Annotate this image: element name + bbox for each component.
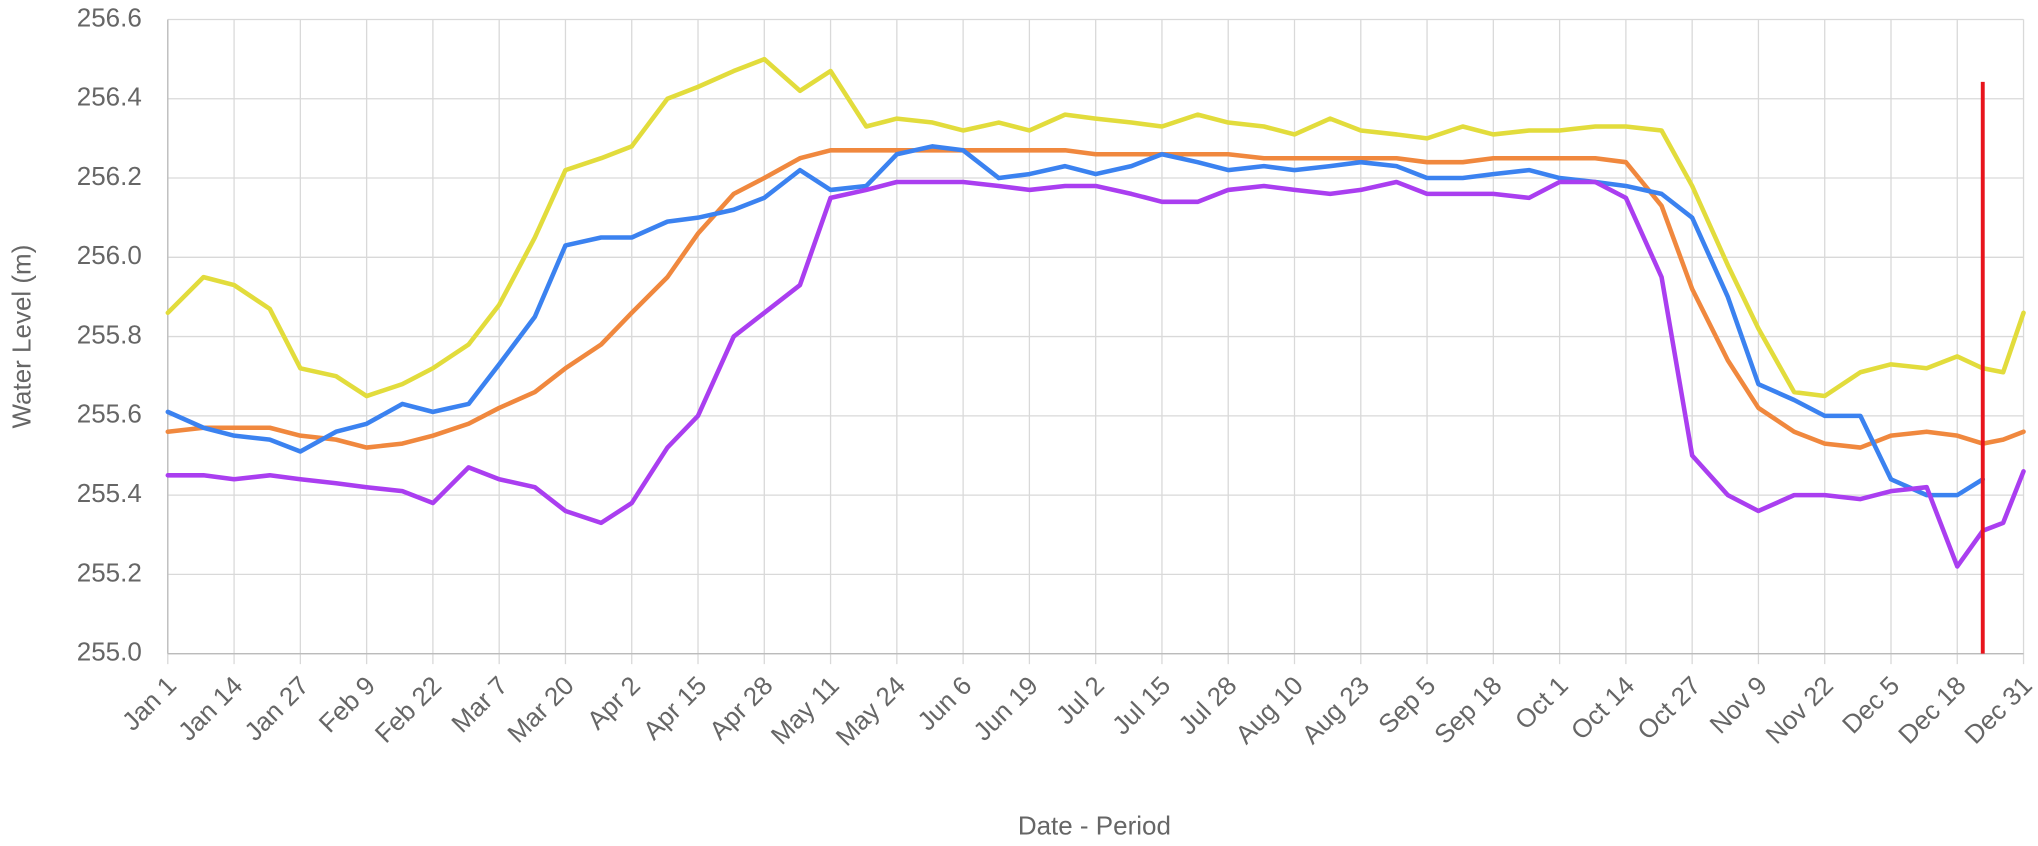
x-tick-label: Jan 27 [238, 670, 314, 746]
series-line [165, 179, 2026, 569]
x-tick-label: Dec 31 [1958, 670, 2037, 749]
x-tick-label: Sep 18 [1428, 670, 1507, 749]
x-tick-label: Jun 19 [967, 670, 1043, 746]
y-tick-label: 255.2 [77, 557, 142, 587]
y-tick-label: 256.2 [77, 161, 142, 191]
x-tick-label: Jan 14 [172, 670, 248, 746]
x-tick-label: Aug 10 [1229, 670, 1308, 749]
x-tick-label: May 11 [765, 670, 845, 750]
x-tick-label: Jul 15 [1106, 670, 1176, 740]
x-tick-label: Apr 15 [637, 670, 712, 745]
series-line [165, 56, 2026, 399]
x-tick-label: Apr 28 [703, 670, 778, 745]
y-axis-title: Water Level (m) [6, 245, 36, 429]
x-tick-label: Feb 22 [369, 670, 447, 748]
x-tick-label: Mar 20 [501, 670, 579, 748]
x-tick-label: Oct 14 [1565, 670, 1640, 745]
x-tick-label: Nov 22 [1760, 670, 1839, 749]
series-line [165, 144, 1986, 498]
y-tick-label: 255.4 [77, 478, 142, 508]
x-tick-label: Jul 2 [1050, 670, 1110, 730]
series-line [165, 148, 2026, 450]
x-tick-label: Dec 18 [1892, 670, 1971, 749]
y-tick-label: 256.6 [77, 2, 142, 32]
y-tick-label: 256.0 [77, 240, 142, 270]
x-axis-title: Date - Period [1018, 811, 1171, 841]
y-tick-label: 255.0 [77, 637, 142, 667]
x-tick-label: Oct 1 [1509, 670, 1574, 735]
y-tick-label: 256.4 [77, 82, 142, 112]
y-tick-label: 255.6 [77, 399, 142, 429]
x-tick-label: Apr 2 [581, 670, 646, 735]
x-tick-label: Oct 27 [1631, 670, 1706, 745]
y-tick-label: 255.8 [77, 319, 142, 349]
x-tick-label: Aug 23 [1296, 670, 1375, 749]
x-tick-label: May 24 [830, 670, 911, 751]
